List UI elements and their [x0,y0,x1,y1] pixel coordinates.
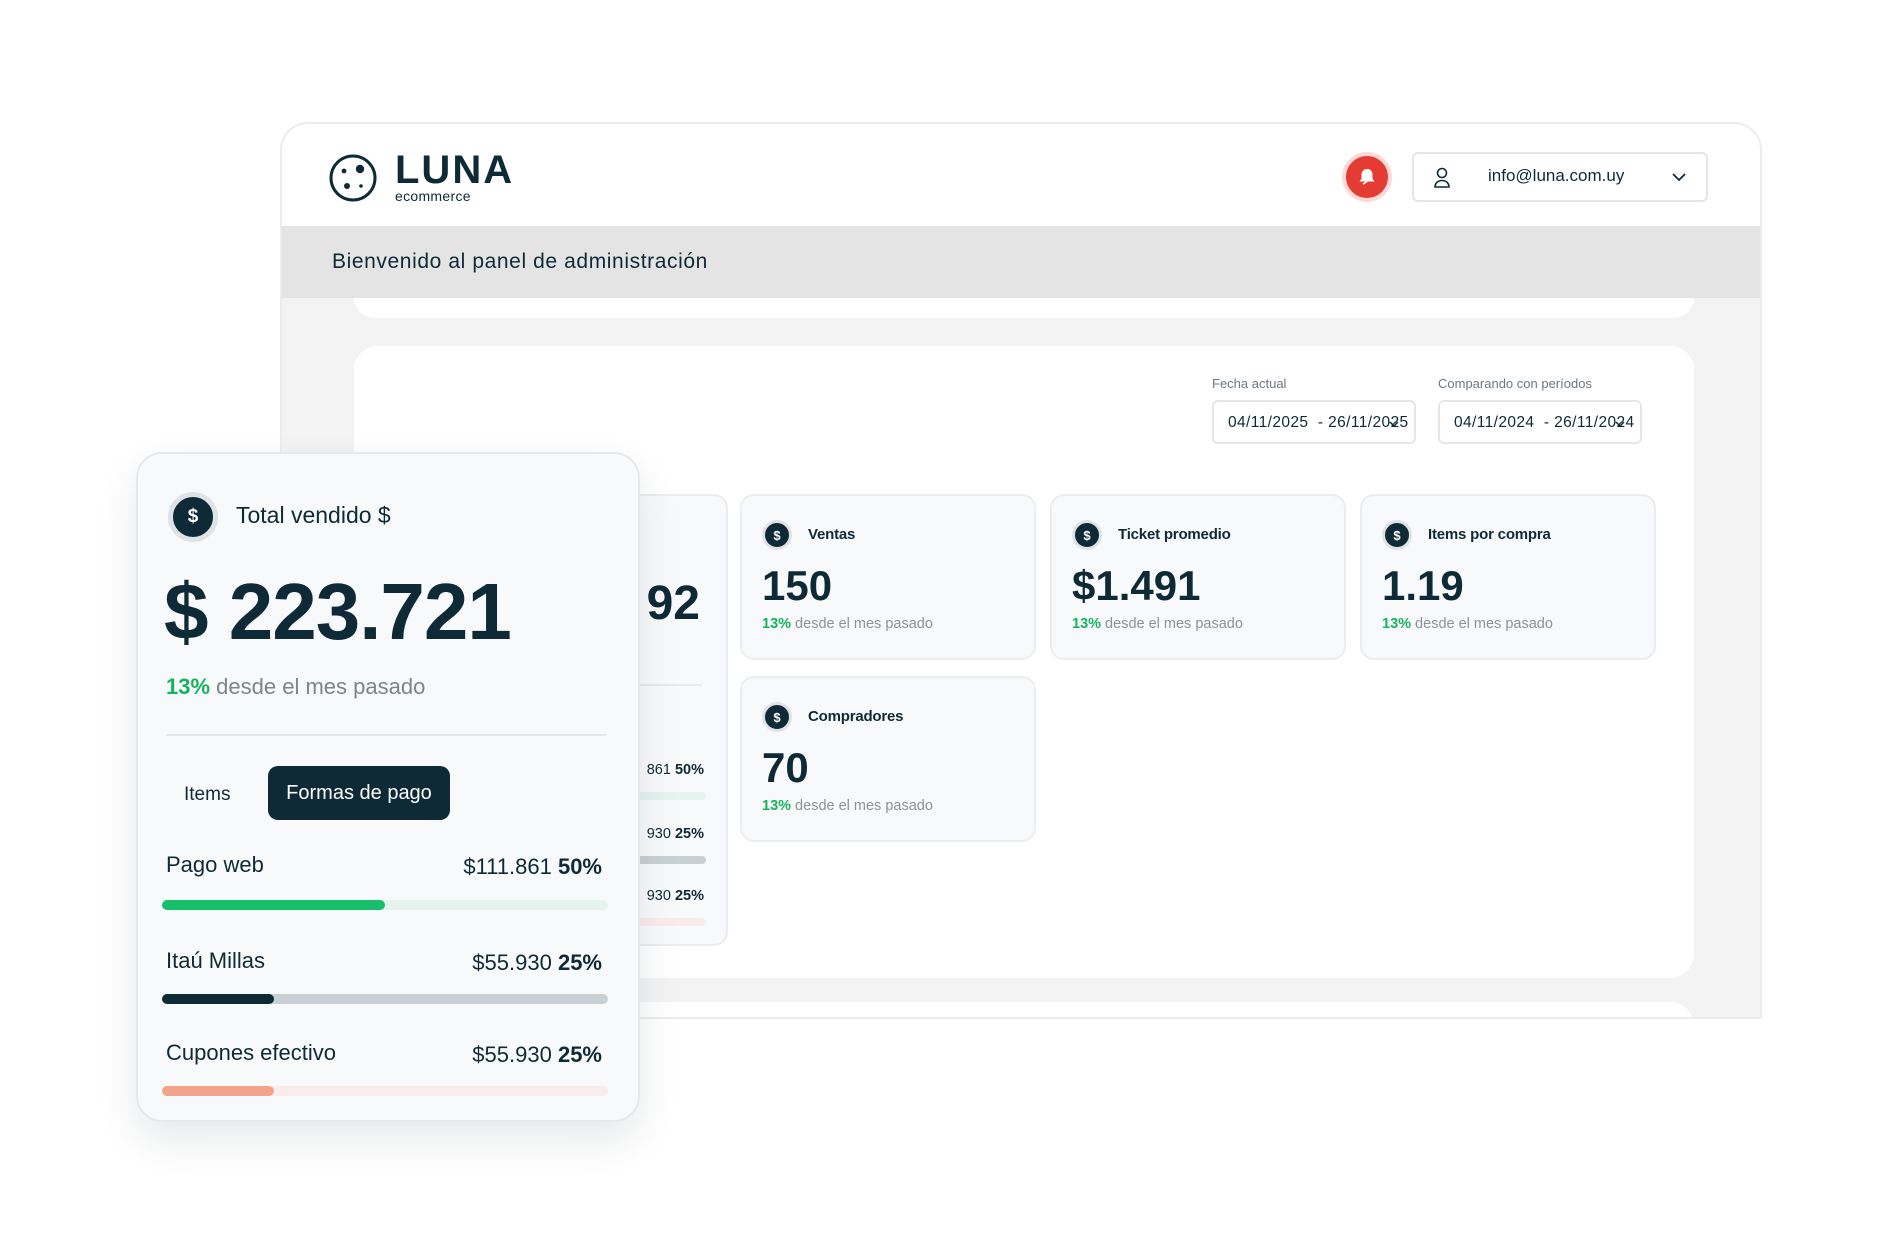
metric-title: Compradores [808,708,904,725]
payment-amount-value: $55.930 [472,1042,552,1067]
notifications-button[interactable] [1342,152,1392,202]
current-date-value: 04/11/2025 - 26/11/2025 [1228,414,1409,431]
metric-title: Ventas [808,526,856,543]
metric-delta-text: desde el mes pasado [791,798,933,814]
metric-card-items-por-compra: $ Items por compra 1.19 13% desde el mes… [1360,494,1656,660]
chevron-down-icon [1615,421,1625,428]
hidden-row-pct: 50% [674,762,704,778]
dollar-icon: $ [1382,520,1412,550]
total-pct: 13% [166,674,211,699]
chevron-down-icon [1672,173,1686,182]
tab-items[interactable]: Items [184,784,231,805]
total-value: $ 223.721 [164,567,512,656]
payment-name: Itaú Millas [166,948,266,973]
metric-delta: 13% desde el mes pasado [762,616,933,632]
user-email: info@luna.com.uy [1488,166,1625,185]
metric-value: 150 [762,562,833,609]
luna-logo-icon [329,154,377,202]
hidden-bar-1 [616,792,706,800]
metric-card-compradores: $ Compradores 70 13% desde el mes pasado [740,676,1036,842]
total-delta-text: desde el mes pasado [210,674,426,699]
chevron-down-icon [1389,421,1399,428]
hidden-row-amount: 930 [646,826,671,842]
bell-icon [1359,169,1375,185]
dollar-icon: $ [762,702,792,732]
total-sold-card: $ Total vendido $ $ 223.721 13% desde el… [136,452,640,1122]
hidden-row-pct: 25% [674,826,704,842]
user-icon [1434,167,1450,188]
payment-progress [162,1086,608,1096]
metric-pct: 13% [1072,616,1102,632]
current-date-label: Fecha actual [1212,376,1287,391]
metric-delta-text: desde el mes pasado [1101,616,1243,632]
payment-amount-value: $55.930 [472,950,552,975]
total-delta: 13% desde el mes pasado [166,674,425,700]
current-date-select[interactable]: 04/11/2025 - 26/11/2025 [1212,400,1416,444]
welcome-text: Bienvenido al panel de administración [332,250,708,273]
dollar-icon: $ [762,520,792,550]
metric-pct: 13% [762,798,792,814]
hidden-row-1: 861 50% [647,762,704,778]
payment-amount-value: $111.861 [463,854,552,879]
compare-date-value: 04/11/2024 - 26/11/2024 [1454,414,1635,431]
panel-strip-top [354,298,1694,318]
divider [166,734,606,736]
payment-pct: 25% [557,950,602,975]
payment-pct: 25% [557,1042,602,1067]
compare-date-label: Comparando con períodos [1438,376,1592,391]
metric-card-ticket-promedio: $ Ticket promedio $1.491 13% desde el me… [1050,494,1346,660]
metric-pct: 13% [762,616,792,632]
metric-pct: 13% [1382,616,1412,632]
brand-logo[interactable]: LUNA ecommerce [327,148,515,204]
payment-progress-fill [162,1086,274,1096]
metric-title: Ticket promedio [1118,526,1231,543]
hidden-total-value: 92 [646,577,700,630]
hidden-row-amount: 861 [646,762,671,778]
metric-delta: 13% desde el mes pasado [1072,616,1243,632]
metric-value: $1.491 [1072,562,1201,609]
payment-amount: $111.861 50% [463,854,602,880]
user-menu[interactable]: info@luna.com.uy [1412,152,1708,202]
top-bar: LUNA ecommerce info@luna.com.uy [282,124,1760,226]
payment-progress [162,994,608,1004]
hidden-row-pct: 25% [674,888,704,904]
welcome-banner: Bienvenido al panel de administración [282,226,1760,298]
metric-card-ventas: $ Ventas 150 13% desde el mes pasado [740,494,1036,660]
hidden-row-3: 930 25% [647,888,704,904]
payment-progress-fill [162,900,385,910]
dollar-icon: $ [1072,520,1102,550]
total-card-title: Total vendido $ [236,502,391,528]
payment-amount: $55.930 25% [472,950,602,976]
metric-value: 1.19 [1382,562,1464,609]
dollar-icon: $ [168,492,218,542]
payment-progress [162,900,608,910]
metric-delta: 13% desde el mes pasado [762,798,933,814]
brand-sub: ecommerce [395,188,471,204]
hidden-row-amount: 930 [646,888,671,904]
metric-delta-text: desde el mes pasado [1411,616,1553,632]
payment-amount: $55.930 25% [472,1042,602,1068]
brand-name: LUNA [395,148,515,192]
payment-progress-fill [162,994,274,1004]
metric-delta: 13% desde el mes pasado [1382,616,1553,632]
metric-value: 70 [762,744,809,791]
payment-pct: 50% [557,854,602,879]
tab-formas-de-pago[interactable]: Formas de pago [268,766,450,820]
compare-date-select[interactable]: 04/11/2024 - 26/11/2024 [1438,400,1642,444]
payment-name: Pago web [166,852,264,877]
hidden-row-2: 930 25% [647,826,704,842]
metric-title: Items por compra [1428,526,1551,543]
hidden-bar-2 [616,856,706,864]
payment-name: Cupones efectivo [166,1040,336,1065]
hidden-bar-3 [616,918,706,926]
metric-delta-text: desde el mes pasado [791,616,933,632]
panel-strip-bottom [354,1002,1694,1017]
